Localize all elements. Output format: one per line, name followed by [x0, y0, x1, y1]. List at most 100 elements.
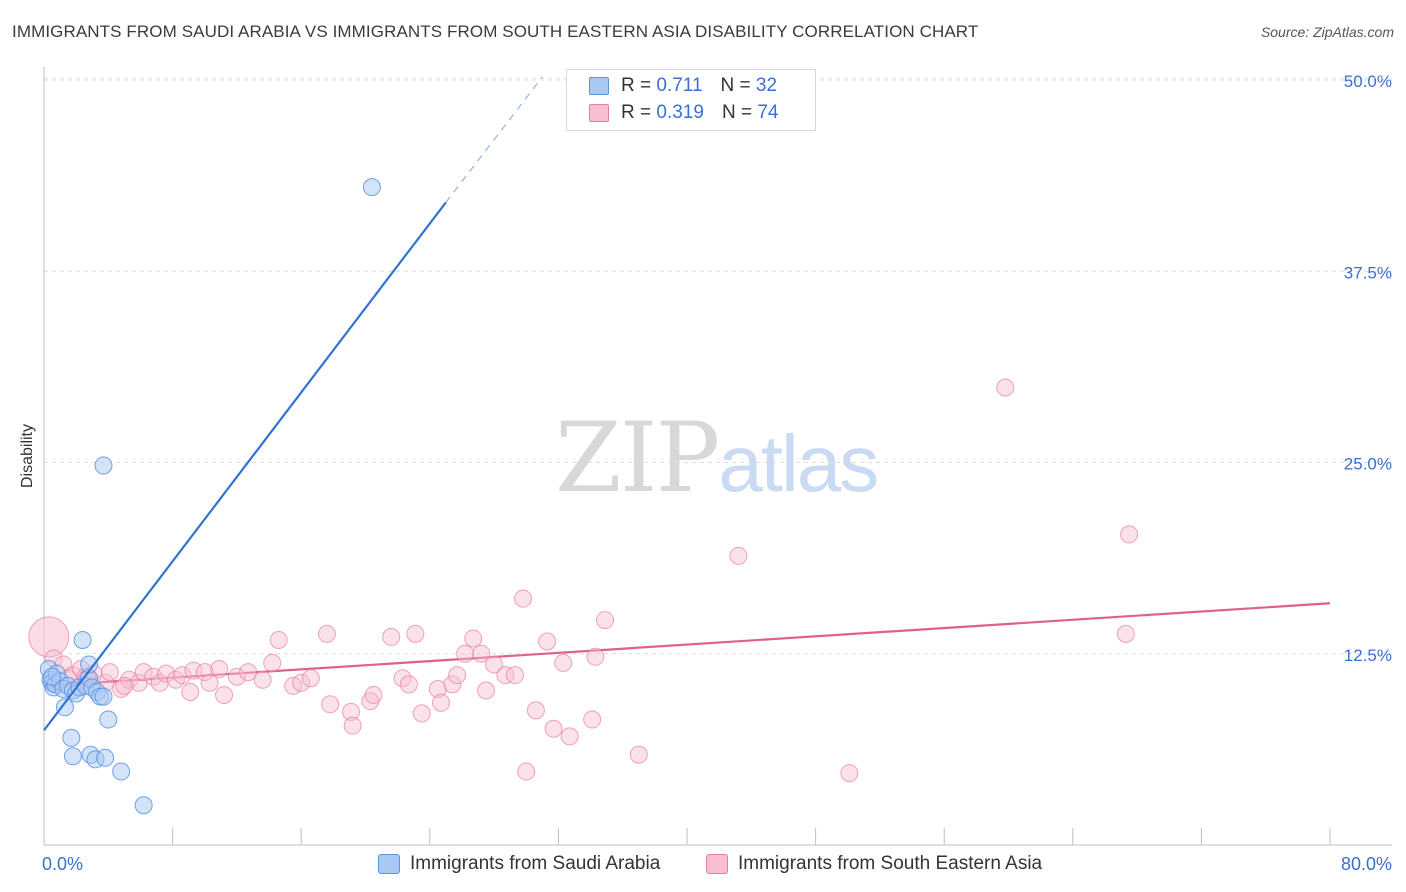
bottom-legend-swatch-sea [706, 854, 728, 874]
point-saudi [362, 178, 381, 197]
bottom-legend-swatch-saudi [378, 854, 400, 874]
point-sea [200, 673, 219, 692]
bottom-legend-saudi: Immigrants from Saudi Arabia [378, 852, 660, 876]
watermark-zip: ZIP [555, 402, 720, 514]
point-sea [253, 670, 272, 689]
point-sea [1120, 525, 1139, 544]
legend-swatch-saudi [589, 77, 609, 95]
point-sea [292, 673, 311, 692]
point-sea [269, 630, 288, 649]
legend-r-label: R = [621, 75, 652, 96]
point-saudi [94, 456, 113, 475]
point-sea [996, 378, 1015, 397]
point-sea [406, 624, 425, 643]
legend-r-value: 0.319 [656, 102, 704, 123]
stats-legend-row-saudi: R = 0.711 N = 32 [589, 74, 777, 98]
point-sea [596, 611, 615, 630]
point-sea [729, 546, 748, 565]
point-sea [215, 686, 234, 705]
watermark: ZIPatlas [555, 402, 879, 514]
point-sea [100, 663, 119, 682]
point-sea [173, 666, 192, 685]
legend-n-value: 74 [757, 102, 779, 123]
point-saudi [112, 762, 131, 781]
x-tick-label-max: 80.0% [1341, 854, 1392, 874]
point-sea [448, 666, 467, 685]
point-sea [166, 670, 185, 689]
point-saudi [63, 747, 82, 766]
point-saudi [80, 655, 99, 674]
bottom-legend-sea: Immigrants from South Eastern Asia [706, 852, 1042, 876]
point-sea [382, 627, 401, 646]
point-sea [120, 670, 139, 689]
point-sea [115, 676, 134, 695]
stats-legend-row-sea: R = 0.319 N = 74 [589, 101, 778, 125]
point-sea [443, 675, 462, 694]
point-saudi [55, 698, 74, 717]
point-sea [538, 632, 557, 651]
bottom-legend-label-saudi: Immigrants from Saudi Arabia [410, 853, 661, 874]
trend-line-saudi-extension [445, 76, 543, 203]
point-sea [195, 663, 214, 682]
point-sea [428, 679, 447, 698]
point-saudi [73, 630, 92, 649]
point-saudi [134, 796, 153, 815]
stats-legend: R = 0.711 N = 32 R = 0.319 N = 74 [566, 69, 816, 131]
point-sea [412, 704, 431, 723]
point-sea [28, 616, 70, 658]
watermark-atlas: atlas [718, 419, 879, 508]
point-sea [586, 647, 605, 666]
point-sea [181, 683, 200, 701]
point-sea [184, 661, 203, 680]
point-sea [514, 589, 533, 608]
legend-swatch-sea [589, 104, 609, 122]
point-sea [472, 644, 491, 663]
point-saudi [94, 687, 113, 706]
trend-line-saudi [43, 201, 447, 731]
legend-n-label: N = [721, 102, 753, 123]
point-saudi [99, 710, 118, 729]
point-sea [505, 666, 524, 685]
point-sea [554, 653, 573, 672]
y-tick-label: 37.5% [1344, 263, 1392, 282]
y-tick-label: 50.0% [1344, 72, 1392, 91]
point-sea [432, 693, 451, 712]
x-tick-label-min: 0.0% [42, 854, 83, 874]
point-sea [477, 681, 496, 700]
point-sea [210, 660, 229, 679]
bottom-legend-label-sea: Immigrants from South Eastern Asia [738, 853, 1043, 874]
legend-n-label: N = [720, 75, 751, 96]
point-sea [629, 745, 648, 764]
point-saudi [43, 667, 62, 686]
point-sea [583, 710, 602, 729]
point-sea [364, 686, 383, 705]
point-sea [485, 655, 504, 674]
point-sea [343, 716, 362, 735]
legend-r-label: R = [621, 102, 652, 123]
chart-title: IMMIGRANTS FROM SAUDI ARABIA VS IMMIGRAN… [12, 22, 979, 41]
point-sea [134, 663, 153, 682]
y-tick-label: 12.5% [1344, 646, 1392, 665]
point-sea [517, 762, 536, 781]
point-sea [840, 764, 859, 783]
point-sea [239, 663, 258, 682]
point-saudi [96, 748, 115, 767]
point-sea [1116, 624, 1135, 643]
point-sea [227, 667, 246, 686]
y-tick-label: 25.0% [1344, 455, 1392, 474]
point-sea [526, 701, 545, 720]
point-sea [399, 675, 418, 694]
point-sea [560, 727, 579, 746]
point-sea [464, 629, 483, 648]
point-sea [321, 695, 340, 714]
point-sea [456, 644, 475, 663]
point-sea [317, 624, 336, 643]
point-sea [301, 669, 320, 688]
point-sea [496, 666, 515, 685]
legend-r-value: 0.711 [656, 75, 703, 96]
point-sea [157, 664, 176, 683]
point-sea [342, 702, 361, 721]
point-saudi [62, 728, 81, 747]
point-sea [263, 653, 282, 672]
